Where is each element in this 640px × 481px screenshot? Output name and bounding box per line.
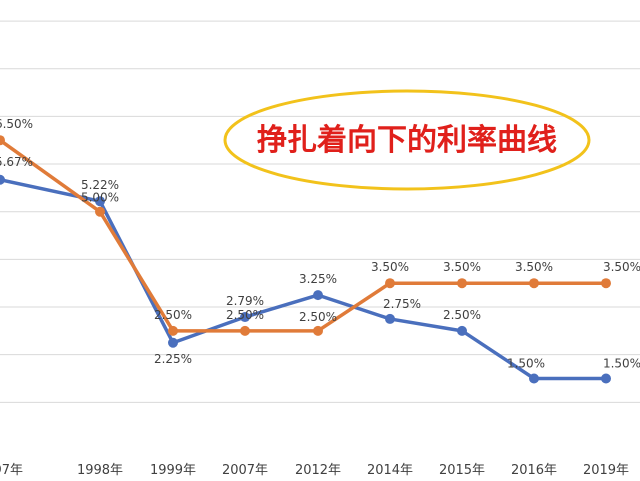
data-label: 2.79% <box>226 294 264 308</box>
series-2-point <box>385 278 395 289</box>
series-1-point <box>385 313 395 324</box>
x-tick-label: 2007年 <box>222 463 268 478</box>
data-label: 3.50% <box>603 260 640 274</box>
data-label: 2.50% <box>226 308 264 322</box>
data-label: 2.75% <box>383 297 421 311</box>
series-2-point <box>0 135 5 146</box>
data-label: 5.67% <box>0 155 33 169</box>
x-tick-label: 1999年 <box>150 463 196 478</box>
x-tick-label: 2016年 <box>511 463 557 478</box>
x-tick-label: 1997年 <box>0 463 23 478</box>
x-tick-label: 1998年 <box>77 463 123 478</box>
data-label: 2.50% <box>443 308 481 322</box>
series-2-point <box>601 278 611 289</box>
series-points <box>0 135 611 384</box>
series-1-point <box>601 373 611 384</box>
series-1-point <box>0 174 5 185</box>
data-label: 3.50% <box>371 260 409 274</box>
x-axis-ticks: 1997年 1998年 1999年 2007年 2012年 2014年 2015年 2016年… <box>0 463 629 478</box>
series-1-point <box>313 290 323 301</box>
callout-ellipse <box>223 89 591 191</box>
data-label: 3.50% <box>443 260 481 274</box>
series-2-point <box>168 325 178 336</box>
data-label: 1.50% <box>603 357 640 371</box>
data-label: 1.50% <box>507 357 545 371</box>
data-label: 6.50% <box>0 117 33 131</box>
data-label: 2.50% <box>154 308 192 322</box>
series-2-point <box>529 278 539 289</box>
data-label: 5.00% <box>81 191 119 205</box>
series-1-point <box>168 337 178 348</box>
x-tick-label: 2019年 <box>583 463 629 478</box>
x-tick-label: 2014年 <box>367 463 413 478</box>
series-2-point <box>240 325 250 336</box>
callout-text: 挣扎着向下的利率曲线 <box>257 123 557 158</box>
series-1-point <box>457 325 467 336</box>
series-1-point <box>95 196 105 207</box>
series-line-2 <box>0 138 606 333</box>
series-2-point <box>313 325 323 336</box>
data-label: 3.25% <box>299 272 337 286</box>
annotation-callout: 挣扎着向下的利率曲线 <box>223 89 591 191</box>
data-label: 5.22% <box>81 178 119 192</box>
data-label: 3.50% <box>515 260 553 274</box>
data-label: 2.50% <box>299 310 337 324</box>
series-2-point <box>457 278 467 289</box>
data-labels: 5.67% 5.22% 2.25% 2.79% 3.25% 2.75% 2.50% 1.50%… <box>0 117 640 370</box>
series-1-point <box>240 312 250 323</box>
x-tick-label: 2015年 <box>439 463 485 478</box>
series-2-point <box>95 206 105 217</box>
x-tick-label: 2012年 <box>295 463 341 478</box>
data-label: 2.25% <box>154 352 192 366</box>
series-1-point <box>529 373 539 384</box>
